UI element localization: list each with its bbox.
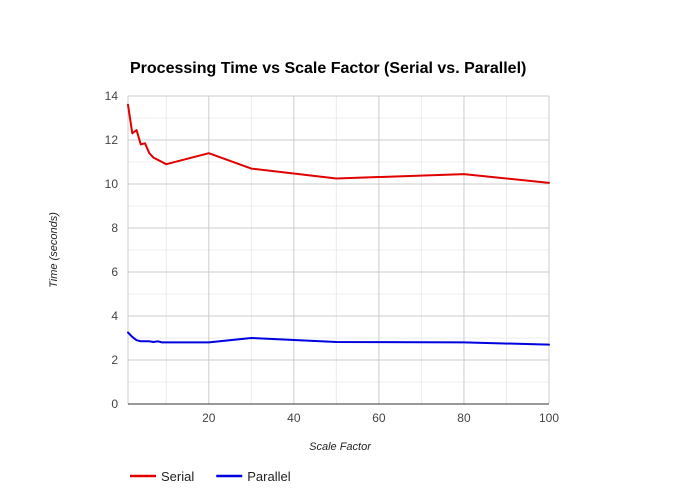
- y-axis-title: Time (seconds): [48, 212, 60, 288]
- major-gridlines: [127, 95, 550, 404]
- series-line-parallel: [127, 331, 550, 346]
- y-tick-label: 12: [105, 133, 119, 147]
- series-lines: [127, 103, 550, 346]
- y-tick-label: 14: [105, 89, 119, 103]
- chart-title: Processing Time vs Scale Factor (Serial …: [130, 60, 526, 77]
- legend-label-parallel: Parallel: [247, 469, 290, 484]
- y-tick-label: 0: [111, 397, 118, 411]
- y-tick-label: 2: [111, 353, 118, 367]
- x-tick-label: 20: [202, 411, 216, 425]
- y-tick-label: 8: [111, 221, 118, 235]
- x-tick-label: 60: [372, 411, 386, 425]
- y-tick-label: 4: [111, 309, 118, 323]
- legend: Serial Parallel: [130, 469, 291, 484]
- x-tick-label: 100: [539, 411, 559, 425]
- x-axis-title: Scale Factor: [309, 441, 372, 453]
- y-axis-ticks: 0 2 4 6 8 10 12 14: [105, 89, 119, 411]
- x-tick-label: 80: [457, 411, 471, 425]
- legend-label-serial: Serial: [161, 469, 194, 484]
- minor-gridlines: [128, 96, 549, 404]
- y-tick-label: 6: [111, 265, 118, 279]
- x-tick-label: 40: [287, 411, 301, 425]
- y-tick-label: 10: [105, 177, 119, 191]
- series-line-serial: [127, 103, 550, 184]
- x-axis-ticks: 20 40 60 80 100: [202, 411, 559, 425]
